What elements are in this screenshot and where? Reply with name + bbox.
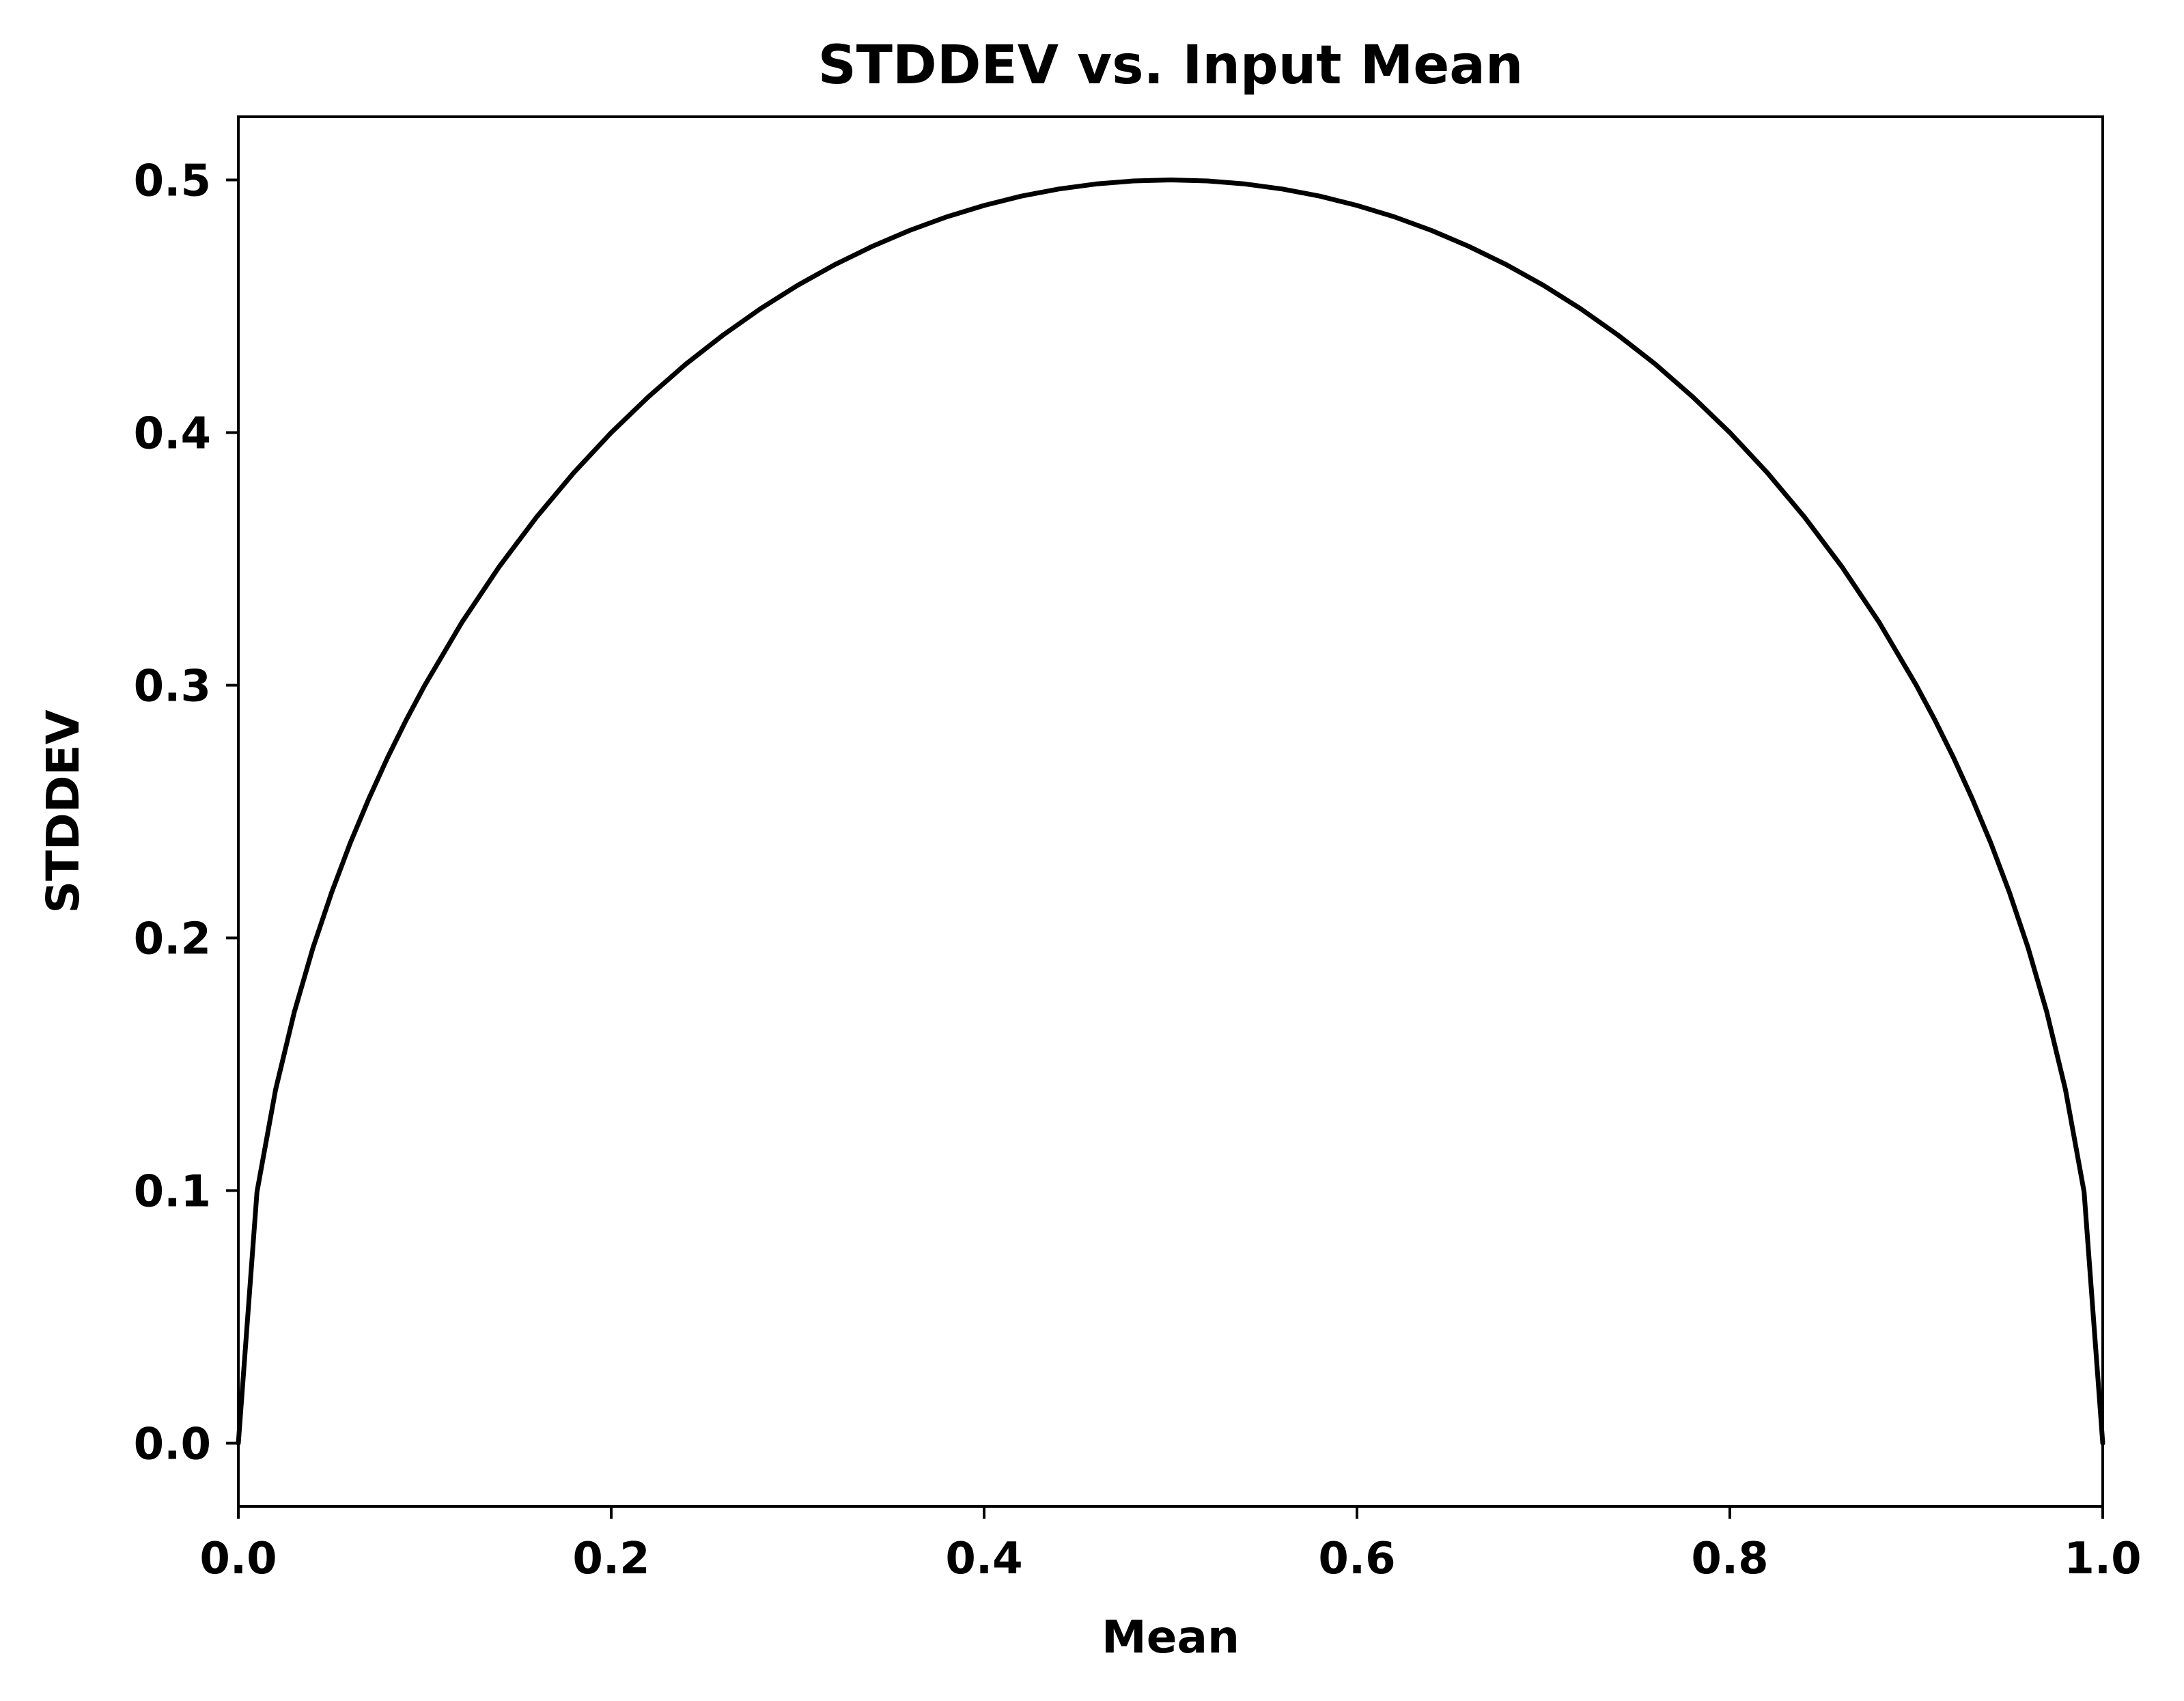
- y-axis-ticks: 0.0 0.1 0.2 0.3 0.4 0.5: [134, 156, 238, 1470]
- x-tick-label: 0.6: [1318, 1534, 1395, 1584]
- x-axis-ticks: 0.0 0.2 0.4 0.6 0.8 1.0: [199, 1506, 2142, 1584]
- x-tick-label: 0.4: [945, 1534, 1022, 1584]
- y-tick-label: 0.5: [134, 156, 211, 207]
- y-tick-label: 0.4: [134, 409, 211, 460]
- x-tick-label: 1.0: [2064, 1534, 2141, 1584]
- x-axis-label: Mean: [1102, 1611, 1240, 1663]
- plot-area: 0.0 0.2 0.4 0.6 0.8 1.0 0.0 0.1 0.2 0.3 0.4 0.5: [134, 115, 2142, 1584]
- x-tick-label: 0.8: [1691, 1534, 1768, 1584]
- series-line: [236, 178, 2105, 1446]
- y-tick-label: 0.2: [134, 914, 211, 965]
- chart-title: STDDEV vs. Input Mean: [818, 35, 1524, 96]
- y-tick-label: 0.0: [134, 1420, 211, 1470]
- x-tick-label: 0.2: [572, 1534, 649, 1584]
- x-tick-label: 0.0: [199, 1534, 277, 1584]
- plot-frame: [237, 115, 2104, 1508]
- y-tick-label: 0.1: [134, 1167, 211, 1218]
- y-axis-label: STDDEV: [37, 709, 89, 913]
- y-tick-label: 0.3: [134, 662, 211, 712]
